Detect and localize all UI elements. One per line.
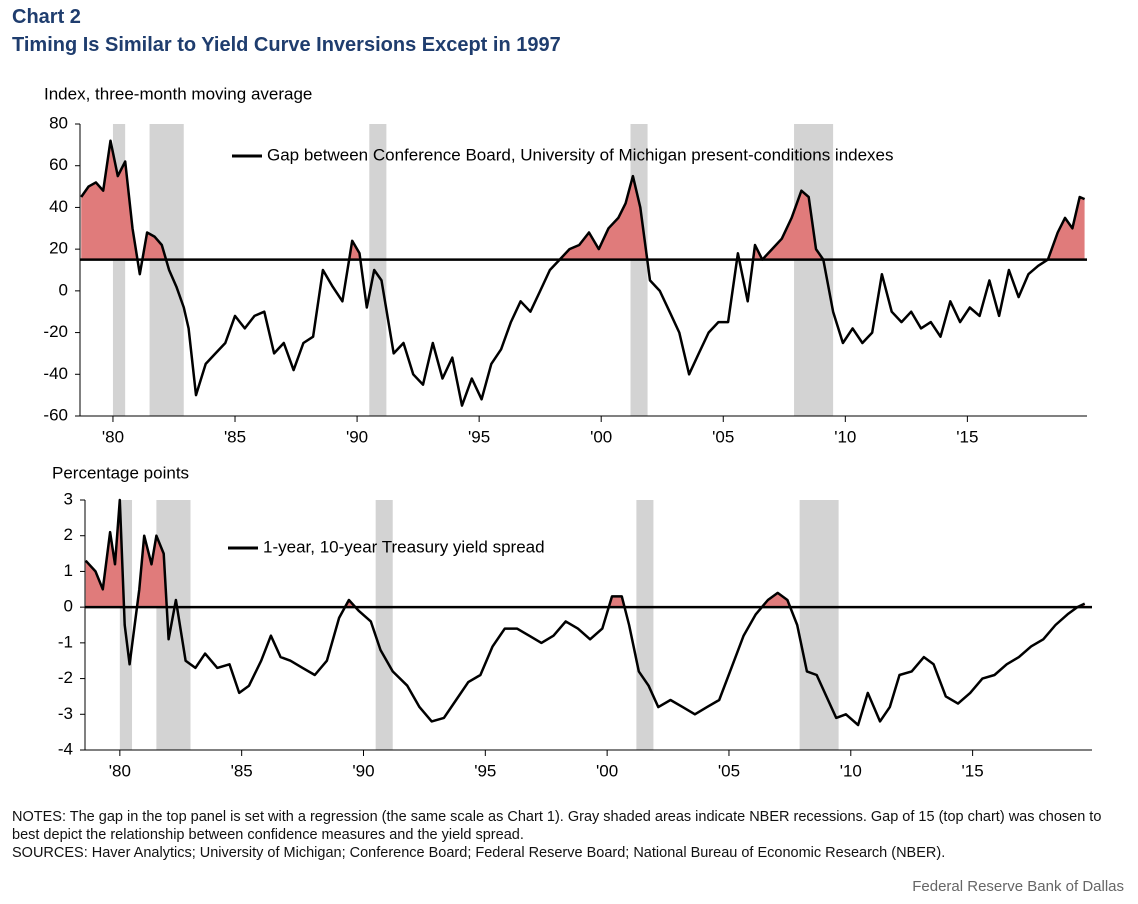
x-tick-label: '15 (962, 761, 984, 780)
legend-label: 1-year, 10-year Treasury yield spread (263, 537, 545, 556)
y-axis-label: Percentage points (52, 463, 189, 482)
recession-band (630, 124, 648, 416)
x-tick-label: '10 (834, 427, 856, 446)
x-tick-label: '15 (956, 427, 978, 446)
y-tick-label: 80 (49, 113, 68, 132)
x-tick-label: '05 (718, 761, 740, 780)
x-tick-label: '95 (474, 761, 496, 780)
x-tick-label: '00 (596, 761, 618, 780)
y-tick-label: 3 (64, 489, 73, 508)
y-tick-label: -60 (43, 405, 68, 424)
y-tick-label: -1 (58, 632, 73, 651)
x-tick-label: '90 (346, 427, 368, 446)
above-threshold-area (85, 500, 1085, 608)
x-tick-label: '00 (590, 427, 612, 446)
recession-band (794, 124, 834, 416)
y-tick-label: -4 (58, 739, 73, 758)
y-tick-label: -20 (43, 322, 68, 341)
y-tick-label: 60 (49, 155, 68, 174)
y-tick-label: 40 (49, 197, 68, 216)
x-tick-label: '95 (468, 427, 490, 446)
recession-band (375, 500, 393, 750)
y-tick-label: 2 (64, 525, 73, 544)
title: Chart 2 (12, 6, 81, 28)
y-tick-label: -2 (58, 668, 73, 687)
x-tick-label: '05 (712, 427, 734, 446)
recession-band (149, 124, 184, 416)
credit: Federal Reserve Bank of Dallas (912, 878, 1124, 895)
y-axis-label: Index, three-month moving average (44, 84, 312, 103)
y-tick-label: 0 (64, 597, 73, 616)
y-tick-label: 0 (59, 280, 68, 299)
above-threshold-area (81, 140, 1085, 260)
y-tick-label: -3 (58, 704, 73, 723)
series-line (84, 498, 1086, 727)
y-tick-label: 1 (64, 561, 73, 580)
y-tick-label: -40 (43, 364, 68, 383)
x-tick-label: '80 (109, 761, 131, 780)
recession-band (156, 500, 191, 750)
x-tick-label: '80 (102, 427, 124, 446)
x-tick-label: '90 (352, 761, 374, 780)
legend-label: Gap between Conference Board, University… (267, 145, 894, 164)
series-line (80, 139, 1086, 407)
x-tick-label: '85 (231, 761, 253, 780)
recession-band (369, 124, 387, 416)
x-tick-label: '85 (224, 427, 246, 446)
sources: SOURCES: Haver Analytics; University of … (12, 845, 946, 861)
subtitle: Timing Is Similar to Yield Curve Inversi… (12, 34, 561, 56)
notes: NOTES: The gap in the top panel is set w… (12, 809, 1102, 843)
recession-band (636, 500, 654, 750)
y-tick-label: 20 (49, 239, 68, 258)
x-tick-label: '10 (840, 761, 862, 780)
